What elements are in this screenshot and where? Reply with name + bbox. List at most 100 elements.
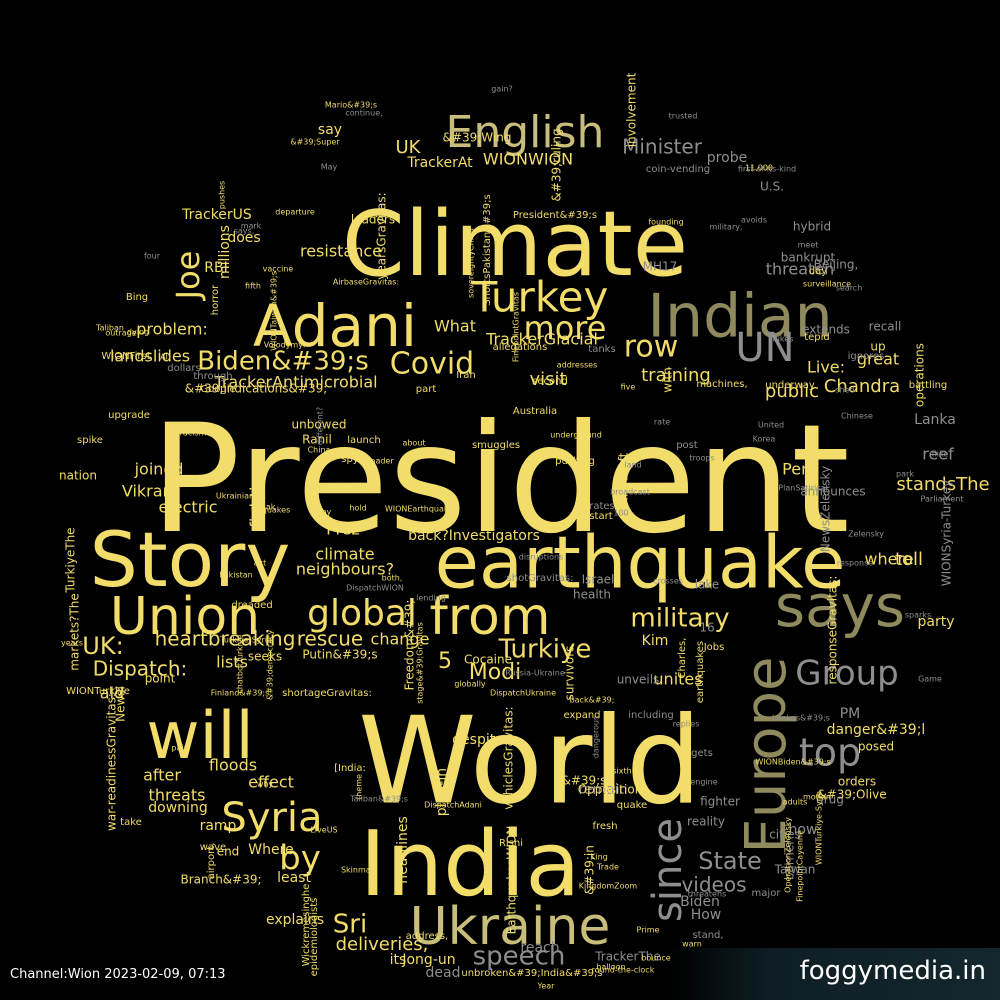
cloud-word-trade: Trade [596,863,619,872]
cloud-word-indications: &#39;indications&#39; [185,382,328,396]
cloud-word-party: party [918,614,955,630]
cloud-word-millions: millions [217,225,233,279]
cloud-word-president: President [150,393,850,567]
cloud-word-bounce: bounce [641,954,671,963]
cloud-word-mh17: MH17 [643,260,678,274]
cloud-word-opposition: Opposition [578,783,643,797]
cloud-word-back: back&#39; [570,696,615,705]
cloud-word-group: Group [795,654,899,694]
cloud-word-earthquakes: earthquakes [695,641,706,703]
cloud-word-chandra: Chandra [824,376,900,397]
cloud-word-threatens: threatens [688,890,726,899]
cloud-word-underway: underway [765,380,815,391]
cloud-word-dying: dying [127,328,149,337]
cloud-word-india: India [360,812,581,917]
cloud-word-says: says [775,572,905,640]
cloud-word-un: UN [735,325,794,371]
cloud-word-seeks: seeks [248,650,282,664]
cloud-word-spike: spike [77,435,103,446]
cloud-word-sri: Sri [333,910,367,940]
cloud-word-peru: Peru [782,460,818,479]
cloud-word-year: Year [537,982,556,991]
cloud-word-ruling: &#39;ruling [550,128,564,201]
cloud-word-gain: gain? [491,85,513,94]
cloud-word-will: will [146,699,253,774]
cloud-word-posed: posed [858,740,894,754]
cloud-word-charles: Charles, [677,638,688,679]
cloud-word-threats: threats [149,786,206,805]
cloud-word-sixth: sixth [612,767,631,776]
cloud-word-adani: Adani [253,292,417,360]
cloud-word-replies: replies [673,720,700,729]
cloud-word-recall: recall [869,320,902,334]
cloud-word-wionturkiye-syria: WIONTurkiye-Syria [815,791,824,865]
cloud-word-underground: underground [550,431,602,440]
cloud-word-pushes: pushes [218,181,227,209]
cloud-word-land: land [624,461,641,470]
cloud-word-say: say [318,122,342,138]
cloud-word-where: Where [248,842,293,858]
cloud-word-trackerus: TrackerUS [181,207,252,223]
cloud-word-standsthe: standsThe [896,474,989,495]
cloud-word-broader: broader [362,457,394,466]
cloud-word-neighbours: neighbours? [296,560,394,579]
cloud-word-does: does [227,230,260,246]
cloud-word-putins: Putin&#39;s [302,648,377,662]
cloud-word-turkey: Turkey [471,273,609,322]
cloud-word-u-s: U.S. [760,180,784,194]
cloud-word-least: least [277,870,311,886]
cloud-word-shortagegravitas: shortageGravitas: [282,688,372,699]
cloud-word-dispatchwion: DispatchWION [346,584,404,593]
cloud-word-training: training [641,365,711,386]
cloud-word-tepid: tepid [804,332,830,343]
cloud-word-wionwion: WIONWION [483,150,573,169]
cloud-word-cocaine: Cocaine [464,653,512,667]
cloud-word-survivors: survivors [563,646,577,701]
cloud-word-world: World [358,693,702,832]
cloud-word-pakistan: Pakistan [219,571,253,580]
cloud-word-upgrade: upgrade [108,410,150,421]
cloud-word-floods: floods [209,756,257,775]
cloud-word-ald: ald [100,684,124,703]
cloud-word-downing: downing [148,800,207,816]
footer-background [670,948,1000,1000]
cloud-word-trackerthe: TrackerThe [594,950,661,964]
cloud-word-announces: announces [800,485,865,499]
cloud-word-extends: extends [802,323,850,337]
cloud-word-talibans: Taliban&#39;s [349,795,408,804]
cloud-word-dangerl: danger&#39;l [827,722,926,738]
cloud-word-sunak: Sunak [251,503,276,512]
cloud-word-part: part [416,384,437,395]
cloud-word-fighter: fighter [700,795,740,809]
cloud-word-warn: warn [682,940,702,949]
cloud-word-act: act [254,559,266,568]
cloud-word-back-investigators: back?Investigators [408,528,540,544]
cloud-word-wionsyria-turkey: WIONSyria-Turkey [940,480,954,586]
cloud-word-effect: effect [248,773,294,792]
cloud-word-tanks: tanks [588,344,615,355]
cloud-word-plansatirical: PlanSatirical [778,484,827,493]
cloud-word-rescue: rescue [297,627,363,651]
cloud-word-quake: quake [617,800,647,811]
cloud-word-health: health [573,588,611,602]
cloud-word-where: where [864,550,913,569]
cloud-word-story: Story [90,515,291,604]
cloud-word-lake: lake [695,578,720,592]
cloud-word-100: 100 [613,509,628,518]
cloud-word-different: different? [316,407,325,445]
cloud-word-heartbreaking: heartbreaking [155,627,296,651]
cloud-word-markets-the: markets?The [68,593,82,671]
cloud-word-shed: shed [835,386,854,395]
cloud-word-problem: problem: [136,320,208,339]
cloud-word-war-readinessgravitas: war-readinessGravitas: [105,693,119,831]
cloud-word-wing: &#39;Wing [443,131,512,145]
cloud-word-syria: Syria [221,795,322,841]
cloud-word-what: What [434,317,476,336]
cloud-word-search: search [836,284,863,293]
cloud-word-ukrainian: Ukrainian [216,492,254,501]
cloud-word-india: [India: [334,763,366,774]
cloud-word-live: Live: [807,358,845,377]
cloud-word-5: 5 [438,649,452,674]
cloud-word-minister: Minister [622,135,703,159]
cloud-word-second: second [532,376,568,387]
